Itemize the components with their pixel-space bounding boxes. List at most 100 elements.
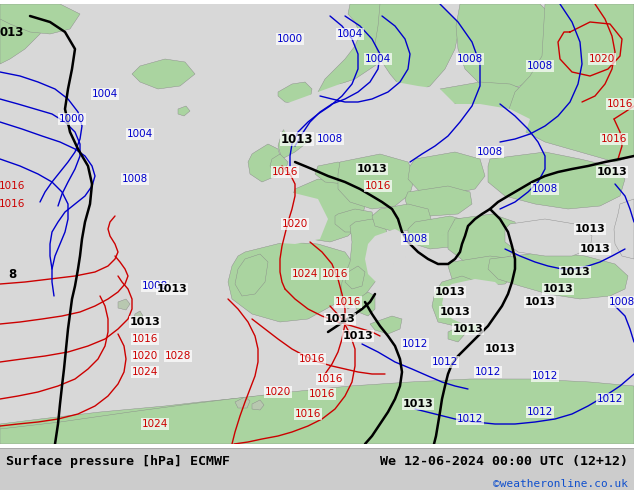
Polygon shape [278,99,318,159]
Polygon shape [252,400,264,410]
Polygon shape [335,209,375,232]
Text: 1008: 1008 [317,134,343,144]
Text: 1016: 1016 [335,297,361,307]
Polygon shape [448,326,465,342]
Polygon shape [278,82,312,104]
Text: 1020: 1020 [265,387,291,397]
Text: 1004: 1004 [92,89,118,99]
Text: 1013: 1013 [439,307,470,317]
Polygon shape [178,106,190,116]
Polygon shape [0,379,634,444]
Text: 1016: 1016 [365,181,391,191]
Polygon shape [370,316,402,334]
Text: 1012: 1012 [532,371,558,381]
Text: 1013: 1013 [524,297,555,307]
Polygon shape [228,242,355,322]
Text: 1013: 1013 [579,244,611,254]
Text: 1008: 1008 [457,54,483,64]
Text: 1013: 1013 [325,314,356,324]
Polygon shape [0,386,634,444]
Polygon shape [614,199,634,259]
Polygon shape [132,59,195,89]
Text: Surface pressure [hPa] ECMWF: Surface pressure [hPa] ECMWF [6,455,230,468]
Text: 1016: 1016 [317,374,343,384]
Polygon shape [280,79,455,142]
Polygon shape [288,179,365,242]
Text: 1013: 1013 [484,344,515,354]
Text: 8: 8 [8,268,16,280]
Polygon shape [0,4,45,64]
Text: 1016: 1016 [272,167,298,177]
Text: 1016: 1016 [299,354,325,364]
Text: 1016: 1016 [132,334,158,344]
Text: 1013: 1013 [560,267,590,277]
Text: 1012: 1012 [475,367,501,377]
Polygon shape [418,92,440,114]
Text: 1016: 1016 [601,134,627,144]
Text: 1013: 1013 [356,164,387,174]
Text: 1000: 1000 [277,34,303,44]
Text: 1012: 1012 [432,357,458,367]
Polygon shape [505,219,592,256]
Text: 1024: 1024 [132,367,158,377]
Text: We 12-06-2024 00:00 UTC (12+12): We 12-06-2024 00:00 UTC (12+12) [380,455,628,468]
Text: 1013: 1013 [597,167,628,177]
Polygon shape [456,4,560,89]
Polygon shape [372,204,432,232]
Text: 1016: 1016 [607,99,633,109]
Text: 1013: 1013 [342,331,373,341]
Polygon shape [245,192,328,244]
Text: 1013: 1013 [574,224,605,234]
Text: 1013: 1013 [435,287,465,297]
Polygon shape [315,162,358,184]
Text: 1004: 1004 [127,129,153,139]
Text: 1024: 1024 [292,269,318,279]
Text: 1012: 1012 [597,394,623,404]
Text: 1020: 1020 [589,54,615,64]
Text: 1013: 1013 [281,132,313,146]
Polygon shape [408,152,485,194]
Text: 1008: 1008 [527,61,553,71]
Polygon shape [415,104,530,152]
Text: 1008: 1008 [142,281,168,291]
Polygon shape [432,276,482,326]
Polygon shape [318,4,420,99]
Polygon shape [235,397,250,408]
Text: 1013: 1013 [543,284,573,294]
Polygon shape [338,154,415,209]
Text: 1012: 1012 [527,407,553,417]
Polygon shape [270,154,288,172]
Text: 1028: 1028 [165,351,191,361]
Text: 1008: 1008 [532,184,558,194]
Text: 1008: 1008 [609,297,634,307]
Text: 1016: 1016 [309,389,335,399]
Polygon shape [508,4,634,162]
Text: 1016: 1016 [0,181,25,191]
Text: 1013: 1013 [453,324,483,334]
Polygon shape [248,144,282,182]
Text: 1024: 1024 [142,419,168,429]
Polygon shape [375,4,460,92]
Text: 1016: 1016 [0,199,25,209]
Text: 1008: 1008 [477,147,503,157]
Polygon shape [235,254,268,296]
Text: 1008: 1008 [122,174,148,184]
Text: 1004: 1004 [337,29,363,39]
Polygon shape [448,256,518,286]
Polygon shape [442,279,508,326]
Text: 1012: 1012 [402,339,428,349]
Text: 1016: 1016 [295,409,321,419]
Text: 1013: 1013 [129,317,160,327]
Text: 1020: 1020 [282,219,308,229]
Text: 1016: 1016 [322,269,348,279]
Polygon shape [0,4,80,34]
Text: 013: 013 [0,25,24,39]
Polygon shape [340,219,390,309]
Polygon shape [405,186,472,216]
Text: 1013: 1013 [403,399,434,409]
Text: 1020: 1020 [132,351,158,361]
Polygon shape [345,266,365,289]
Polygon shape [470,296,488,312]
Polygon shape [458,316,480,334]
Polygon shape [488,152,625,209]
